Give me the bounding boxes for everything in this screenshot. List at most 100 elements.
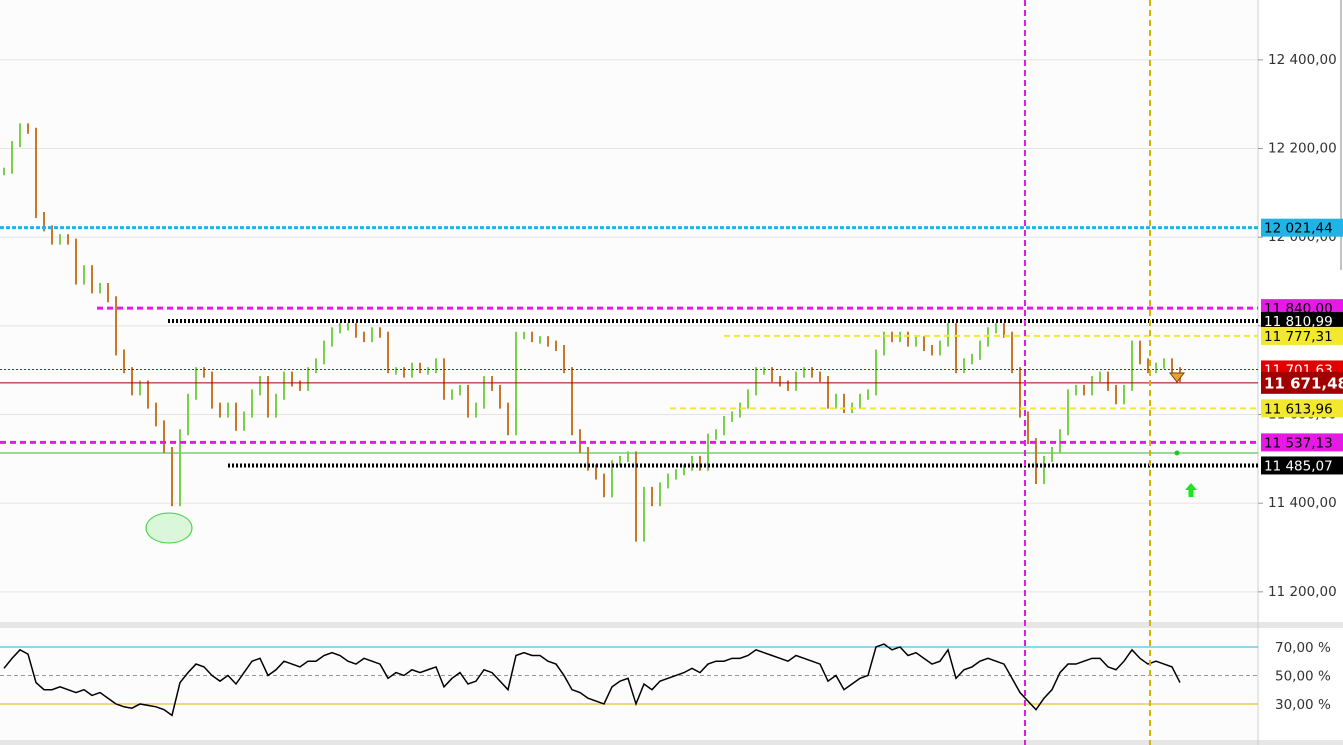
candle [795,371,797,391]
candle [531,331,533,343]
candle [1067,389,1069,436]
rsi-tick-label: 50,00 % [1275,668,1331,684]
level-label: 12 021,44 [1264,221,1333,237]
level-label-box [1261,433,1343,452]
rsi-line [3,643,1181,717]
candle [251,389,253,418]
signal-dot [1174,450,1180,456]
candle [667,473,669,489]
price-marker [1168,372,1186,383]
candle [291,371,293,387]
candle [699,455,701,471]
candle [131,367,133,396]
candle [275,393,277,418]
candle [1155,362,1157,374]
candle [827,376,829,409]
candle [763,367,765,375]
candle [283,371,285,400]
candle [803,367,805,378]
candle [1035,438,1037,485]
candle [731,411,733,422]
level-label-box [1261,326,1343,345]
candle [27,123,29,134]
candle [1083,384,1085,396]
level-label: 11 810,99 [1264,314,1333,330]
candle [147,380,149,409]
candle [371,327,373,343]
y-tick-label: 12 400,00 [1268,52,1337,68]
candle [395,367,397,375]
candle [179,429,181,507]
candle [515,331,517,436]
candle [723,415,725,436]
candle [987,327,989,347]
candle [19,123,21,148]
candle [323,340,325,365]
candle [979,340,981,360]
candle [683,464,685,476]
candle [259,376,261,396]
candle [883,331,885,356]
candle [83,265,85,285]
candle [507,402,509,436]
candle [483,376,485,409]
candle [1147,358,1149,374]
candle [675,469,677,480]
candle [467,384,469,418]
candle [715,429,717,440]
candle [539,336,541,344]
y-tick-label: 11 200,00 [1268,584,1337,600]
candle [635,451,637,542]
candle [107,282,109,303]
level-label-box [1261,456,1343,475]
candle [787,380,789,391]
highlight-ellipse [145,512,193,544]
candle [843,393,845,414]
candle [331,327,333,347]
candle [307,367,309,391]
candle [163,420,165,453]
level-label: 11 485,07 [1264,458,1333,474]
candle [907,331,909,347]
candle [227,402,229,418]
candle [139,380,141,396]
candle [939,340,941,356]
candle [627,451,629,462]
candle [35,127,37,219]
candle [619,455,621,467]
candle [1051,446,1053,462]
candle [547,336,549,347]
candle [59,234,61,245]
candle [1171,358,1173,374]
candle [1003,322,1005,338]
pane-separator [0,622,1343,628]
y-tick-label: 11 400,00 [1268,495,1337,511]
candle [435,358,437,374]
candle [707,433,709,471]
candle [1163,358,1165,369]
candle [459,384,461,396]
candle [643,486,645,542]
candle [403,367,405,378]
candle [387,331,389,374]
level-label-box [1261,218,1343,237]
candle [267,376,269,418]
candle [747,389,749,409]
candle [563,345,565,374]
candle [755,367,757,396]
candle [155,402,157,427]
level-label-box [1261,311,1343,330]
candle [219,402,221,418]
candle [1011,331,1013,374]
candle [611,460,613,498]
candle [523,331,525,340]
candle [963,358,965,374]
candle [915,336,917,347]
buy-arrow [1185,483,1197,497]
candle [43,212,45,232]
candle [955,322,957,374]
candle [923,336,925,352]
candle [115,296,117,356]
rsi-tick-label: 70,00 % [1275,640,1331,656]
